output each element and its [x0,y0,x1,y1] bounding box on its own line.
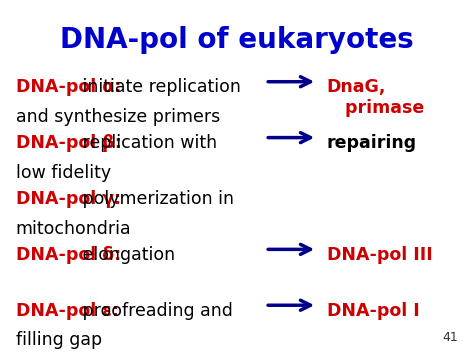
Text: DNA-pol α:: DNA-pol α: [16,78,121,96]
Text: DNA-pol γ:: DNA-pol γ: [16,190,121,208]
Text: DNA-pol III: DNA-pol III [327,246,432,264]
Text: DNA-pol of eukaryotes: DNA-pol of eukaryotes [60,26,414,54]
Text: proofreading and: proofreading and [77,302,233,320]
Text: filling gap: filling gap [16,332,101,349]
Text: DNA-pol I: DNA-pol I [327,302,419,320]
Text: DnaG,
   primase: DnaG, primase [327,78,424,117]
Text: 41: 41 [443,331,458,344]
Text: initiate replication: initiate replication [77,78,241,96]
Text: low fidelity: low fidelity [16,164,110,182]
Text: DNA-pol β:: DNA-pol β: [16,134,121,152]
Text: replication with: replication with [77,134,217,152]
Text: DNA-pol ε:: DNA-pol ε: [16,302,118,320]
Text: and synthesize primers: and synthesize primers [16,108,220,126]
Text: DNA-pol δ:: DNA-pol δ: [16,246,121,264]
Text: repairing: repairing [327,134,417,152]
Text: elongation: elongation [77,246,175,264]
Text: polymerization in: polymerization in [77,190,234,208]
Text: mitochondria: mitochondria [16,220,131,238]
